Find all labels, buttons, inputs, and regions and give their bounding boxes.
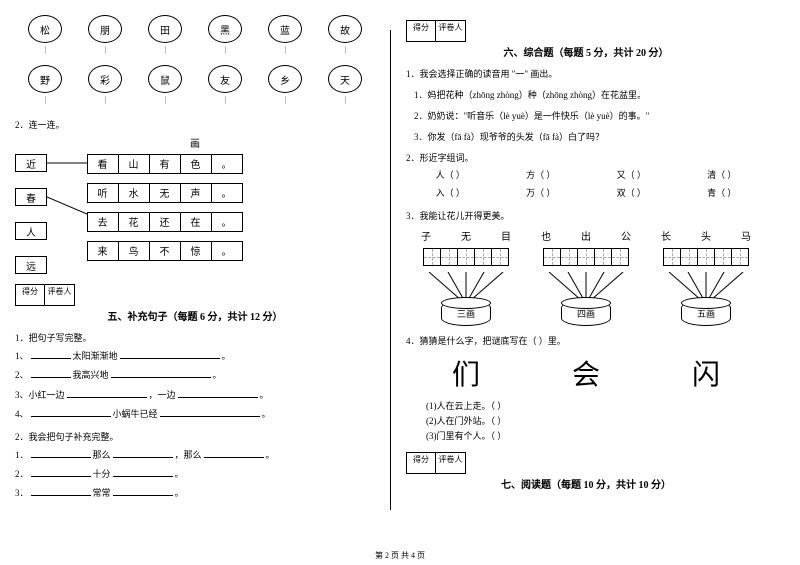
fill-line: 1、太阳渐渐地。 — [15, 348, 375, 363]
blank[interactable] — [113, 466, 173, 477]
q6-3-label: 3．我能让花儿开得更美。 — [406, 209, 766, 222]
left-column: 松 朋 田 黑 蓝 故 野 彩 鼠 友 乡 天 2．连一连。 画 近 春 人 远 — [0, 0, 390, 545]
blank[interactable] — [111, 367, 211, 378]
grader-cell: 评卷人 — [45, 284, 75, 306]
balloon: 野 — [28, 65, 62, 93]
blank[interactable] — [31, 348, 71, 359]
cylinder: 四画 — [561, 300, 611, 326]
balloon: 友 — [208, 65, 242, 93]
riddle-a: (1)人在云上走。（ ） — [426, 399, 766, 412]
big-chars: 们 会 闪 — [406, 353, 766, 393]
riddle-b: (2)人在门外站。（ ） — [426, 414, 766, 427]
score-box-6: 得分 评卷人 — [406, 20, 766, 42]
funnel-lines — [421, 272, 511, 300]
score-cell: 得分 — [406, 452, 436, 474]
blank[interactable] — [31, 466, 91, 477]
grader-cell: 评卷人 — [436, 20, 466, 42]
balloon: 鼠 — [148, 65, 182, 93]
balloon: 天 — [328, 65, 362, 93]
blank[interactable] — [120, 348, 220, 359]
char-cell: 春 — [15, 188, 47, 206]
balloon-row-2: 野 彩 鼠 友 乡 天 — [15, 65, 375, 110]
q6-1-c: 3．你发（fā fà）现爷爷的头发（fā fà）白了吗？ — [414, 130, 766, 143]
blank[interactable] — [31, 447, 91, 458]
cylinder-group: 三画 四画 五画 — [406, 272, 766, 326]
write-grid[interactable] — [664, 249, 749, 266]
section-6-title: 六、综合题（每题 5 分，共计 20 分） — [406, 44, 766, 59]
char-list: 子 无 目 也 出 公 长 头 马 — [406, 228, 766, 243]
cylinder: 五画 — [681, 300, 731, 326]
right-column: 得分 评卷人 六、综合题（每题 5 分，共计 20 分） 1．我会选择正确的读音… — [391, 0, 781, 545]
writing-grids — [406, 249, 766, 266]
char-cell: 人 — [15, 222, 47, 240]
balloon: 松 — [28, 15, 62, 43]
q6-1-b: 2．奶奶说："听音乐（lè yuè）是一件快乐（lè yuè）的事。" — [414, 109, 766, 122]
left-char-boxes: 近 春 人 远 — [15, 154, 47, 274]
fill-line: 3．常常。 — [15, 485, 375, 500]
blank[interactable] — [113, 447, 173, 458]
q2-label: 2．连一连。 — [15, 118, 375, 131]
q5-1-label: 1．把句子写完整。 — [15, 331, 375, 344]
q6-2-label: 2．形近字组词。 — [406, 151, 766, 164]
write-grid[interactable] — [544, 249, 629, 266]
fill-line: 2．十分。 — [15, 466, 375, 481]
blank[interactable] — [160, 406, 260, 417]
score-box-5: 得分 评卷人 — [15, 284, 375, 306]
section-5-title: 五、补充句子（每题 6 分，共计 12 分） — [15, 308, 375, 323]
section-7-title: 七、阅读题（每题 10 分，共计 10 分） — [406, 476, 766, 491]
q5-2-label: 2．我会把句子补充完整。 — [15, 430, 375, 443]
score-cell: 得分 — [406, 20, 436, 42]
blank[interactable] — [67, 387, 147, 398]
poem-grid: 看山有色。 听水无声。 去花还在。 来鸟不惊。 — [87, 154, 242, 260]
fill-line: 1．那么，那么。 — [15, 447, 375, 462]
fill-line: 2、我高兴地。 — [15, 367, 375, 382]
riddle-c: (3)门里有个人。（ ） — [426, 429, 766, 442]
word-row: 人（ ） 方（ ） 又（ ） 清（ ） — [406, 168, 766, 182]
balloon: 乡 — [268, 65, 302, 93]
balloon-row-1: 松 朋 田 黑 蓝 故 — [15, 15, 375, 60]
fill-line: 4、小蜗牛已经。 — [15, 406, 375, 421]
blank[interactable] — [31, 367, 71, 378]
worksheet-page: 松 朋 田 黑 蓝 故 野 彩 鼠 友 乡 天 2．连一连。 画 近 春 人 远 — [0, 0, 800, 545]
char-cell: 近 — [15, 154, 47, 172]
blank[interactable] — [113, 485, 173, 496]
score-box-7: 得分 评卷人 — [406, 452, 766, 474]
char-cell: 远 — [15, 256, 47, 274]
blank[interactable] — [178, 387, 258, 398]
fill-line: 3、小红一边，一边。 — [15, 387, 375, 402]
hua-title: 画 — [15, 135, 375, 150]
blank[interactable] — [31, 406, 111, 417]
blank[interactable] — [204, 447, 264, 458]
funnel-lines — [541, 272, 631, 300]
blank[interactable] — [31, 485, 91, 496]
word-row: 入（ ） 万（ ） 双（ ） 青（ ） — [406, 186, 766, 200]
balloon: 黑 — [208, 15, 242, 43]
q6-1-a: 1．妈把花种（zhōng zhòng）种（zhōng zhòng）在花盆里。 — [414, 88, 766, 101]
grader-cell: 评卷人 — [436, 452, 466, 474]
balloon: 蓝 — [268, 15, 302, 43]
balloon: 田 — [148, 15, 182, 43]
balloon: 故 — [328, 15, 362, 43]
q6-1-label: 1．我会选择正确的读音用 "一" 画出。 — [406, 67, 766, 80]
write-grid[interactable] — [424, 249, 509, 266]
connection-lines — [47, 154, 87, 284]
page-footer: 第 2 页 共 4 页 — [0, 550, 800, 561]
funnel-lines — [661, 272, 751, 300]
cylinder: 三画 — [441, 300, 491, 326]
balloon: 朋 — [88, 15, 122, 43]
balloon: 彩 — [88, 65, 122, 93]
score-cell: 得分 — [15, 284, 45, 306]
connect-area: 近 春 人 远 看山有色。 听水无声。 去花还在。 来鸟不惊。 — [15, 154, 375, 274]
q6-4-label: 4．猜猜是什么字，把谜底写在（ ）里。 — [406, 334, 766, 347]
